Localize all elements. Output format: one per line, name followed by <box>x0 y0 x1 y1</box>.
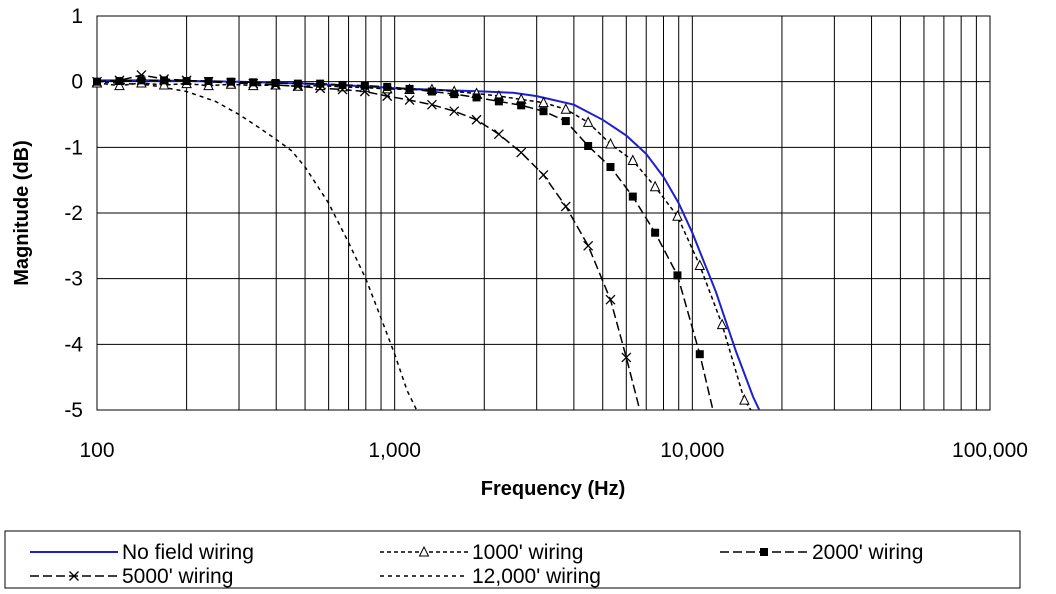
data-point-2000-wiring <box>606 163 615 172</box>
data-point-2000-wiring <box>450 90 459 99</box>
data-point-5000-wiring <box>621 352 632 363</box>
data-point-1000-wiring <box>114 79 125 91</box>
data-point-1000-wiring <box>694 259 706 271</box>
data-point-1000-wiring <box>538 96 549 108</box>
legend-label-no-field-wiring: No field wiring <box>122 541 254 564</box>
legend-marker-2000-wiring <box>760 548 768 556</box>
data-point-5000-wiring <box>292 81 303 92</box>
data-point-5000-wiring <box>493 129 504 140</box>
data-point-2000-wiring <box>472 93 481 102</box>
data-point-2000-wiring <box>383 82 392 91</box>
data-point-2000-wiring <box>584 142 593 151</box>
data-point-5000-wiring <box>136 70 147 81</box>
plot-border <box>96 15 991 411</box>
data-point-2000-wiring <box>695 350 704 359</box>
legend-marker-5000-wiring <box>69 571 79 581</box>
x-axis-title: Frequency (Hz) <box>481 478 625 500</box>
data-point-2000-wiring <box>539 107 548 116</box>
data-point-5000-wiring <box>248 78 259 89</box>
data-point-5000-wiring <box>359 86 370 97</box>
data-point-1000-wiring <box>560 103 572 114</box>
data-point-2000-wiring <box>137 76 146 85</box>
marker-group <box>91 70 750 405</box>
data-point-1000-wiring <box>203 79 214 91</box>
data-point-2000-wiring <box>293 79 302 88</box>
data-point-2000-wiring <box>561 117 570 126</box>
y-tick-label: -1 <box>64 136 83 159</box>
data-point-2000-wiring <box>271 78 280 87</box>
legend-label-12-000-wiring: 12,000' wiring <box>472 565 601 588</box>
series-line-12-000-wiring <box>97 80 418 410</box>
data-point-2000-wiring <box>427 87 436 96</box>
data-point-5000-wiring <box>583 240 594 251</box>
x-tick-label: 100,000 <box>952 439 1028 462</box>
data-point-2000-wiring <box>494 97 503 106</box>
y-tick-labels: 1 0 -1 -2 -3 -4 -5 <box>64 5 83 422</box>
legend-label-1000-wiring: 1000' wiring <box>472 541 583 564</box>
data-point-5000-wiring <box>114 75 125 86</box>
data-point-5000-wiring <box>404 95 415 106</box>
data-point-2000-wiring <box>628 192 637 201</box>
data-point-1000-wiring <box>649 180 661 192</box>
data-point-5000-wiring <box>181 75 192 86</box>
x-tick-label: 100 <box>79 439 114 462</box>
x-tick-labels: 100 1,000 10,000 100,000 <box>79 439 1027 462</box>
y-tick-label: -4 <box>64 333 83 356</box>
data-point-5000-wiring <box>270 79 281 90</box>
data-point-2000-wiring <box>360 81 369 90</box>
data-point-5000-wiring <box>92 76 102 87</box>
data-point-1000-wiring <box>158 78 170 90</box>
data-point-2000-wiring <box>517 101 526 110</box>
y-axis-title: Magnitude (dB) <box>11 140 33 286</box>
data-point-5000-wiring <box>203 76 214 87</box>
data-point-5000-wiring <box>315 83 326 94</box>
y-tick-label: 1 <box>71 5 83 28</box>
data-point-5000-wiring <box>226 78 236 88</box>
data-point-5000-wiring <box>516 147 527 158</box>
data-point-5000-wiring <box>382 91 393 102</box>
legend-label-5000-wiring: 5000' wiring <box>122 565 233 588</box>
x-tick-label: 1,000 <box>368 439 421 462</box>
y-tick-label: 0 <box>71 71 83 94</box>
data-point-1000-wiring <box>582 116 594 127</box>
data-point-2000-wiring <box>227 77 236 86</box>
data-point-5000-wiring <box>159 74 170 84</box>
data-point-5000-wiring <box>449 106 460 117</box>
data-point-5000-wiring <box>605 294 616 305</box>
legend: No field wiring 1000' wiring 2000' wiring 5… <box>30 541 923 588</box>
data-point-2000-wiring <box>160 76 169 85</box>
legend-box <box>4 530 1021 589</box>
data-point-2000-wiring <box>249 78 258 87</box>
data-point-2000-wiring <box>405 84 414 93</box>
legend-marker-1000-wiring <box>418 545 430 557</box>
legend-label-2000-wiring: 2000' wiring <box>812 541 923 564</box>
x-tick-label: 10,000 <box>660 439 724 462</box>
data-point-5000-wiring <box>471 114 482 125</box>
data-point-1000-wiring <box>627 154 639 165</box>
data-point-5000-wiring <box>337 84 348 95</box>
data-point-1000-wiring <box>739 394 750 405</box>
y-tick-label: -5 <box>64 399 83 422</box>
data-point-2000-wiring <box>651 228 660 237</box>
data-point-5000-wiring <box>538 169 549 180</box>
data-point-5000-wiring <box>426 99 437 110</box>
data-point-1000-wiring <box>605 137 616 149</box>
y-tick-label: -3 <box>64 268 83 291</box>
data-point-2000-wiring <box>673 271 682 280</box>
data-point-1000-wiring <box>672 210 683 221</box>
data-point-5000-wiring <box>560 201 571 212</box>
data-point-2000-wiring <box>338 80 347 89</box>
y-tick-label: -2 <box>64 202 83 225</box>
data-point-2000-wiring <box>316 79 325 88</box>
data-point-1000-wiring <box>716 318 728 330</box>
